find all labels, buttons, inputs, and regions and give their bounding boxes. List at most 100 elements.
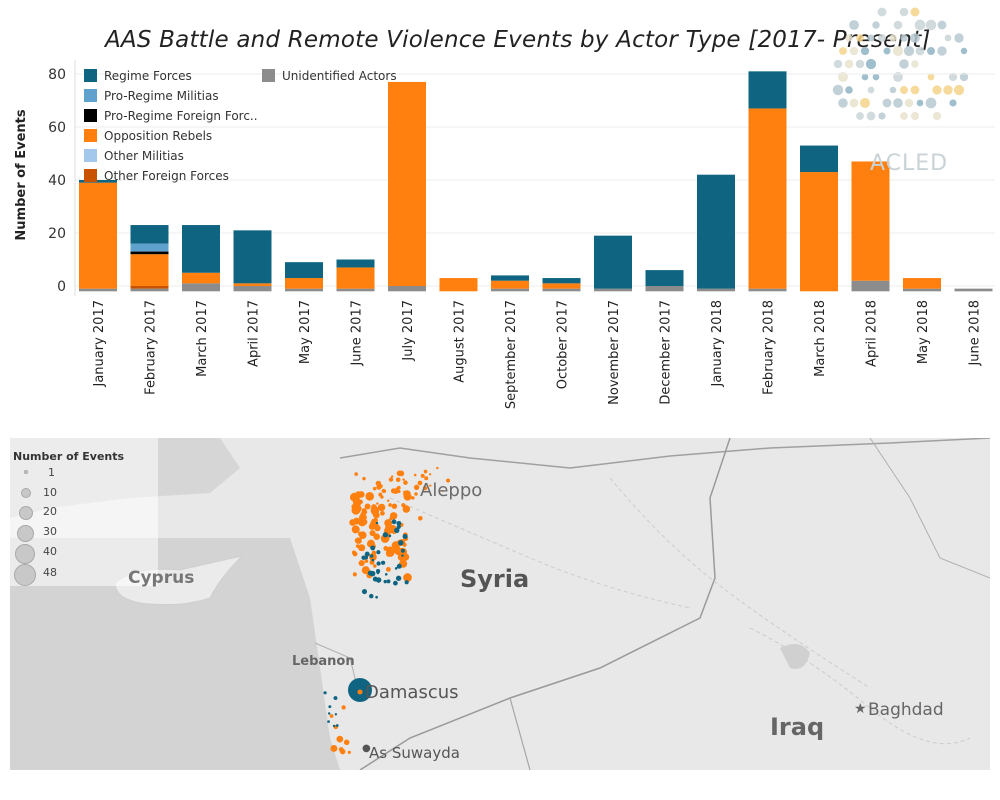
event-dot[interactable] [355, 537, 362, 544]
event-dot[interactable] [381, 560, 386, 565]
event-dot[interactable] [404, 580, 409, 585]
bar-segment[interactable] [748, 108, 787, 289]
event-dot[interactable] [394, 527, 400, 534]
event-dot[interactable] [383, 579, 387, 584]
bar-segment[interactable] [182, 283, 220, 292]
bar-segment[interactable] [233, 283, 272, 286]
event-dot[interactable] [336, 735, 344, 743]
event-dot[interactable] [428, 473, 432, 476]
event-dot[interactable] [360, 512, 365, 517]
event-dot[interactable] [371, 550, 377, 556]
event-dot[interactable] [386, 567, 391, 572]
event-dot[interactable] [403, 480, 408, 485]
event-dot[interactable] [414, 492, 418, 496]
bar-segment[interactable] [491, 288, 529, 292]
event-dot[interactable] [376, 502, 379, 505]
bar-segment[interactable] [285, 278, 323, 289]
event-dot[interactable] [352, 572, 357, 577]
event-dot[interactable] [364, 551, 370, 557]
event-dot[interactable] [351, 525, 360, 534]
event-dot[interactable] [383, 545, 389, 551]
bar-segment[interactable] [79, 288, 117, 292]
event-dot[interactable] [391, 503, 398, 509]
event-dot[interactable] [376, 561, 381, 566]
bar-segment[interactable] [954, 288, 993, 292]
bar-segment[interactable] [645, 270, 684, 286]
event-dot[interactable] [362, 476, 366, 481]
event-dot[interactable] [402, 478, 405, 481]
event-dot[interactable] [358, 531, 367, 540]
bar-segment[interactable] [439, 278, 478, 292]
event-dot[interactable] [423, 485, 427, 489]
event-dot[interactable] [423, 469, 428, 474]
event-dot[interactable] [382, 532, 389, 538]
event-dot[interactable] [349, 519, 357, 526]
bar-segment[interactable] [800, 172, 838, 292]
event-dot[interactable] [402, 505, 411, 513]
event-dot[interactable] [436, 466, 439, 470]
bar-segment[interactable] [130, 243, 169, 252]
event-dot[interactable] [400, 548, 405, 553]
event-dot[interactable] [372, 486, 377, 491]
event-dot[interactable] [369, 570, 376, 577]
event-dot[interactable] [352, 551, 358, 557]
event-dot[interactable] [371, 504, 377, 510]
event-dot[interactable] [398, 540, 404, 546]
event-dot[interactable] [393, 580, 398, 586]
map[interactable]: Number of Events 1 10 20 30 40 48 Aleppo… [10, 438, 990, 770]
event-dot[interactable] [373, 564, 377, 568]
event-dot[interactable] [395, 575, 402, 581]
event-dot[interactable] [396, 485, 401, 490]
event-dot[interactable] [375, 480, 382, 487]
event-dot[interactable] [381, 488, 386, 493]
event-dot[interactable] [341, 705, 346, 710]
event-dot[interactable] [396, 563, 402, 569]
bar-segment[interactable] [903, 288, 941, 292]
event-dot[interactable] [358, 560, 365, 567]
bar-segment[interactable] [336, 267, 375, 289]
bar-segment[interactable] [491, 280, 529, 289]
event-dot[interactable] [388, 534, 392, 538]
bar-segment[interactable] [285, 262, 323, 279]
event-dot[interactable] [358, 518, 367, 527]
event-dot[interactable] [335, 724, 339, 727]
event-dot[interactable] [402, 542, 407, 547]
event-dot[interactable] [364, 559, 369, 563]
event-dot[interactable] [390, 475, 394, 478]
bar-segment[interactable] [388, 81, 426, 286]
event-dot[interactable] [402, 533, 408, 539]
event-dot[interactable] [338, 747, 344, 752]
bar-segment[interactable] [851, 280, 890, 292]
bar-segment[interactable] [645, 286, 684, 292]
bar-segment[interactable] [130, 225, 169, 244]
event-dot[interactable] [333, 696, 338, 701]
event-dot[interactable] [391, 519, 397, 525]
event-dot[interactable] [413, 484, 420, 491]
event-dot[interactable] [403, 490, 406, 494]
bar-segment[interactable] [748, 288, 787, 292]
event-dot[interactable] [377, 503, 386, 512]
bar-segment[interactable] [336, 259, 375, 268]
event-dot[interactable] [424, 476, 429, 481]
event-dot[interactable] [361, 566, 370, 575]
event-dot[interactable] [357, 689, 363, 695]
bar-segment[interactable] [285, 288, 323, 292]
bar-segment[interactable] [182, 272, 220, 284]
event-dot[interactable] [384, 519, 393, 527]
event-dot[interactable] [441, 489, 444, 493]
event-dot[interactable] [401, 553, 410, 561]
event-dot[interactable] [395, 477, 401, 482]
event-dot[interactable] [332, 724, 336, 728]
bar-segment[interactable] [130, 251, 169, 255]
event-dot[interactable] [343, 739, 350, 746]
event-dot[interactable] [323, 691, 327, 695]
event-dot[interactable] [364, 555, 369, 560]
event-dot[interactable] [411, 496, 415, 500]
event-dot[interactable] [362, 590, 366, 594]
bar-segment[interactable] [542, 283, 581, 289]
bar-segment[interactable] [233, 230, 272, 284]
event-dot[interactable] [375, 521, 379, 525]
event-dot[interactable] [369, 530, 376, 537]
event-dot[interactable] [329, 714, 334, 718]
event-dot[interactable] [371, 509, 378, 516]
